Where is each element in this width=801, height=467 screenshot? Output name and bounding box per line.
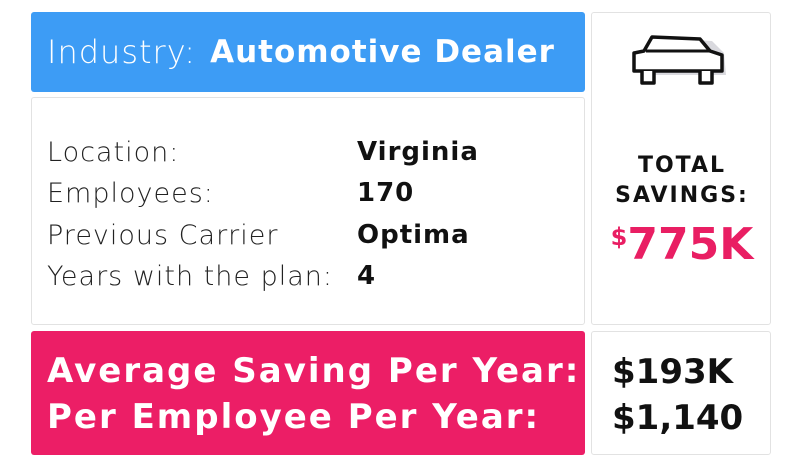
detail-value: Optima bbox=[357, 220, 470, 250]
average-savings-banner: Average Saving Per Year: Per Employee Pe… bbox=[31, 331, 585, 455]
detail-value: 170 bbox=[357, 178, 415, 208]
industry-value: Automotive Dealer bbox=[210, 34, 555, 70]
industry-banner: Industry: Automotive Dealer bbox=[31, 12, 585, 92]
total-savings-title-line2: SAVINGS: bbox=[615, 183, 749, 208]
total-savings-amount: $775K bbox=[592, 219, 772, 270]
car-icon bbox=[632, 35, 726, 85]
average-saving-per-year-label: Average Saving Per Year: bbox=[47, 351, 581, 391]
total-savings-title-line1: TOTAL bbox=[637, 153, 727, 178]
currency-symbol: $ bbox=[610, 223, 628, 251]
detail-label: Employees: bbox=[47, 177, 214, 209]
industry-label: Industry: bbox=[47, 33, 197, 71]
total-savings-panel: TOTAL SAVINGS: $775K bbox=[591, 12, 771, 325]
detail-row-location: Location: Virginia bbox=[47, 132, 479, 172]
detail-label: Years with the plan: bbox=[47, 260, 333, 292]
total-savings-value: 775K bbox=[627, 219, 754, 270]
detail-value: 4 bbox=[357, 261, 377, 291]
average-saving-per-year-value: $193K bbox=[612, 352, 733, 392]
details-panel: Location: Virginia Employees: 170 Previo… bbox=[31, 97, 585, 325]
detail-row-previous-carrier: Previous Carrier Optima bbox=[47, 215, 470, 255]
detail-label: Previous Carrier bbox=[47, 219, 279, 251]
detail-value: Virginia bbox=[357, 137, 479, 167]
detail-row-years: Years with the plan: 4 bbox=[47, 256, 376, 296]
detail-label: Location: bbox=[47, 136, 180, 168]
average-savings-values: $193K $1,140 bbox=[591, 331, 771, 455]
per-employee-per-year-value: $1,140 bbox=[612, 398, 744, 438]
per-employee-per-year-label: Per Employee Per Year: bbox=[47, 397, 541, 437]
detail-row-employees: Employees: 170 bbox=[47, 173, 414, 213]
